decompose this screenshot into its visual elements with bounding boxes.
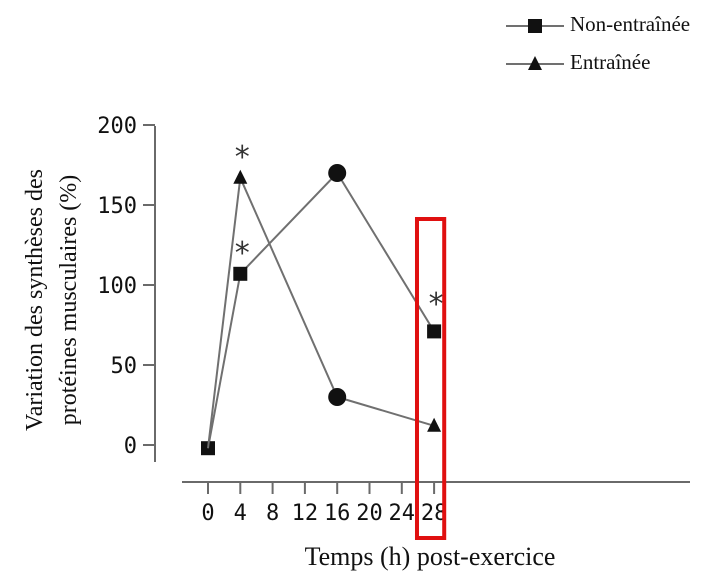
x-tick-label: 0 <box>201 501 214 526</box>
highlight-layer <box>414 217 447 540</box>
y-tick-label: 0 <box>124 434 137 459</box>
legend-label: Entraînée <box>570 50 650 74</box>
legend-square-icon <box>528 19 542 33</box>
legend-item-entrainee: Entraînée <box>506 50 650 74</box>
circle-point <box>328 388 347 406</box>
series-line <box>207 174 435 449</box>
legend-triangle-icon <box>528 56 542 70</box>
y-axis-label: Variation des synthèses des protéines mus… <box>22 169 82 431</box>
series-non-entrainee <box>201 164 442 456</box>
x-tick-label: 12 <box>292 501 319 526</box>
plot-area <box>201 164 442 456</box>
y-axis-label-line: protéines musculaires (%) <box>56 175 82 426</box>
triangle-point <box>427 417 442 432</box>
legend-label: Non-entraînée <box>570 12 690 36</box>
significance-asterisk: * <box>429 287 444 322</box>
legend: Non-entraînée Entraînée <box>506 12 690 74</box>
x-tick-label: 24 <box>389 501 416 526</box>
circle-point <box>328 164 347 182</box>
highlight-box <box>414 217 447 540</box>
significance-asterisk: * <box>235 236 250 271</box>
square-point <box>233 266 248 281</box>
x-tick-label: 16 <box>324 501 351 526</box>
x-axis-label: Temps (h) post-exercice <box>305 542 556 571</box>
x-tick-label: 4 <box>234 501 247 526</box>
y-tick-label: 150 <box>97 194 137 219</box>
y-tick-label: 50 <box>111 354 138 379</box>
y-axis-label-line: Variation des synthèses des <box>22 169 48 431</box>
square-point <box>427 324 442 339</box>
triangle-point <box>233 169 248 184</box>
y-tick-label: 200 <box>97 114 137 139</box>
x-tick-label: 20 <box>356 501 383 526</box>
series-entrainee <box>207 169 442 449</box>
legend-item-non-entrainee: Non-entraînée <box>506 12 690 36</box>
significance-asterisk: * <box>235 140 250 175</box>
y-tick-label: 100 <box>97 274 137 299</box>
series-line <box>207 171 435 449</box>
annotations: * * * <box>235 140 444 322</box>
x-tick-label: 8 <box>266 501 279 526</box>
